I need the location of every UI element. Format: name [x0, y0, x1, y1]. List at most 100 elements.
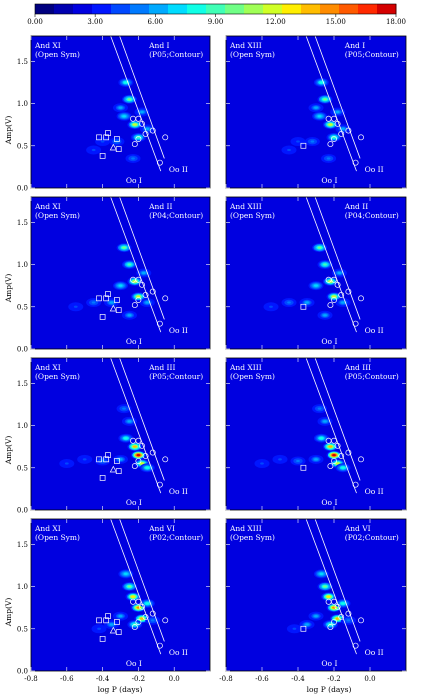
heatmap-peak — [308, 454, 324, 464]
left-subtitle: (Open Sym) — [35, 372, 80, 381]
oo2-line — [119, 36, 165, 159]
open-square-marker — [300, 625, 307, 632]
open-circle-marker — [331, 619, 337, 625]
oo1-label: Oo I — [321, 659, 337, 668]
open-circle-marker — [352, 481, 359, 488]
colorbar-swatch — [130, 4, 150, 14]
y-axis-label-3: Amp(V) — [4, 436, 13, 466]
left-subtitle: (Open Sym) — [230, 50, 275, 59]
y-tick-label: 1.0 — [17, 100, 28, 108]
colorbar-tick-label: 18.00 — [386, 18, 406, 26]
open-square-marker — [99, 636, 106, 642]
open-square-marker — [103, 134, 110, 141]
open-circle-marker — [334, 281, 341, 288]
open-circle-marker — [358, 617, 364, 624]
open-square-marker — [114, 297, 120, 303]
open-circle-marker — [135, 115, 142, 122]
right-title: And VI — [344, 524, 371, 533]
open-circle-marker — [327, 141, 334, 148]
open-triangle-marker — [109, 626, 117, 634]
heatmap-peak — [118, 569, 134, 579]
colorbar-swatch — [320, 4, 340, 14]
open-circle-marker — [334, 603, 341, 610]
open-circle-marker — [334, 120, 341, 127]
panel-right-2: And XIII(Open Sym) And II(P04;Contour) Oo … — [225, 196, 407, 350]
right-subtitle: (P05;Contour) — [149, 372, 203, 381]
open-circle-marker — [135, 619, 142, 625]
open-circle-marker — [327, 302, 334, 309]
open-square-marker — [103, 617, 110, 624]
heatmap-peak — [136, 268, 152, 278]
colorbar-swatch — [187, 4, 207, 14]
heatmap-peak — [125, 153, 141, 163]
y-tick-label: 0.5 — [17, 625, 28, 633]
y-axis-label-1: Amp(V) — [4, 116, 13, 146]
panel-frame — [225, 357, 407, 511]
colorbar-swatch — [206, 4, 226, 14]
colorbar-tick-label: 15.00 — [326, 18, 346, 26]
open-square-marker — [96, 295, 102, 302]
open-circle-marker — [139, 120, 145, 127]
open-circle-marker — [345, 127, 352, 134]
heatmap-peak — [322, 442, 338, 452]
x-axis-label-right: log P (days) — [307, 685, 352, 694]
left-subtitle: (Open Sym) — [230, 533, 275, 542]
colorbar-tick-label: 9.00 — [208, 18, 224, 26]
panel-frame — [225, 196, 407, 350]
heatmap-peak — [317, 310, 333, 320]
heatmap-peak — [317, 582, 333, 592]
y-tick-label: 1.0 — [17, 261, 28, 269]
open-circle-marker — [352, 159, 359, 166]
open-circle-marker — [142, 614, 149, 620]
heatmap-peak — [86, 298, 102, 308]
panel-grid: And XI(Open Sym)And I(P05;Contour)Oo IOo… — [17, 35, 407, 683]
x-tick-label: -0.4 — [291, 675, 305, 683]
right-title: And I — [344, 41, 365, 50]
open-square-marker — [114, 136, 120, 142]
heatmap-peak — [59, 459, 75, 469]
right-title: And II — [344, 202, 368, 211]
heatmap-peak — [118, 77, 134, 87]
colorbar-tick-label: 12.00 — [266, 18, 286, 26]
open-circle-marker — [135, 437, 142, 444]
oo2-line — [119, 197, 165, 320]
heatmap-peak — [321, 592, 337, 602]
right-subtitle: (P02;Contour) — [345, 533, 399, 542]
open-circle-marker — [345, 288, 352, 295]
right-subtitle: (P05;Contour) — [345, 50, 399, 59]
heatmap-peak — [312, 243, 328, 253]
open-triangle-marker — [109, 465, 117, 473]
oo1-label: Oo I — [321, 176, 337, 185]
heatmap-peak — [308, 281, 324, 291]
y-tick-label: 1.5 — [17, 219, 28, 227]
heatmap-peak — [127, 120, 143, 130]
heatmap-peak — [113, 281, 128, 291]
x-tick-label: -0.8 — [24, 675, 38, 683]
open-square-marker — [96, 456, 102, 463]
right-title: And III — [148, 363, 175, 372]
right-subtitle: (P05;Contour) — [345, 372, 399, 381]
open-square-marker — [99, 153, 106, 159]
heatmap-peak — [125, 592, 141, 602]
heatmap-peak — [68, 302, 84, 312]
colorbar-swatch — [225, 4, 245, 14]
panel-background — [226, 519, 406, 671]
left-subtitle: (Open Sym) — [35, 533, 80, 542]
open-circle-marker — [358, 295, 364, 302]
colorbar-swatch — [73, 4, 93, 14]
open-square-marker — [105, 130, 111, 136]
heatmap-peak — [254, 459, 270, 469]
heatmap-peak — [281, 145, 297, 155]
heatmap-peak — [121, 310, 137, 320]
y-tick-label: 1.5 — [17, 58, 28, 66]
panel-background — [226, 358, 406, 510]
open-square-marker — [105, 291, 111, 297]
heatmap-peak — [91, 624, 107, 634]
open-circle-marker — [156, 320, 163, 327]
colorbar-swatch — [301, 4, 321, 14]
open-square-marker — [105, 452, 111, 458]
x-axis-label-left: log P (days) — [98, 685, 143, 694]
oo2-line — [314, 358, 361, 481]
left-title: And XI — [34, 524, 61, 533]
y-tick-label: 1.0 — [17, 583, 28, 591]
